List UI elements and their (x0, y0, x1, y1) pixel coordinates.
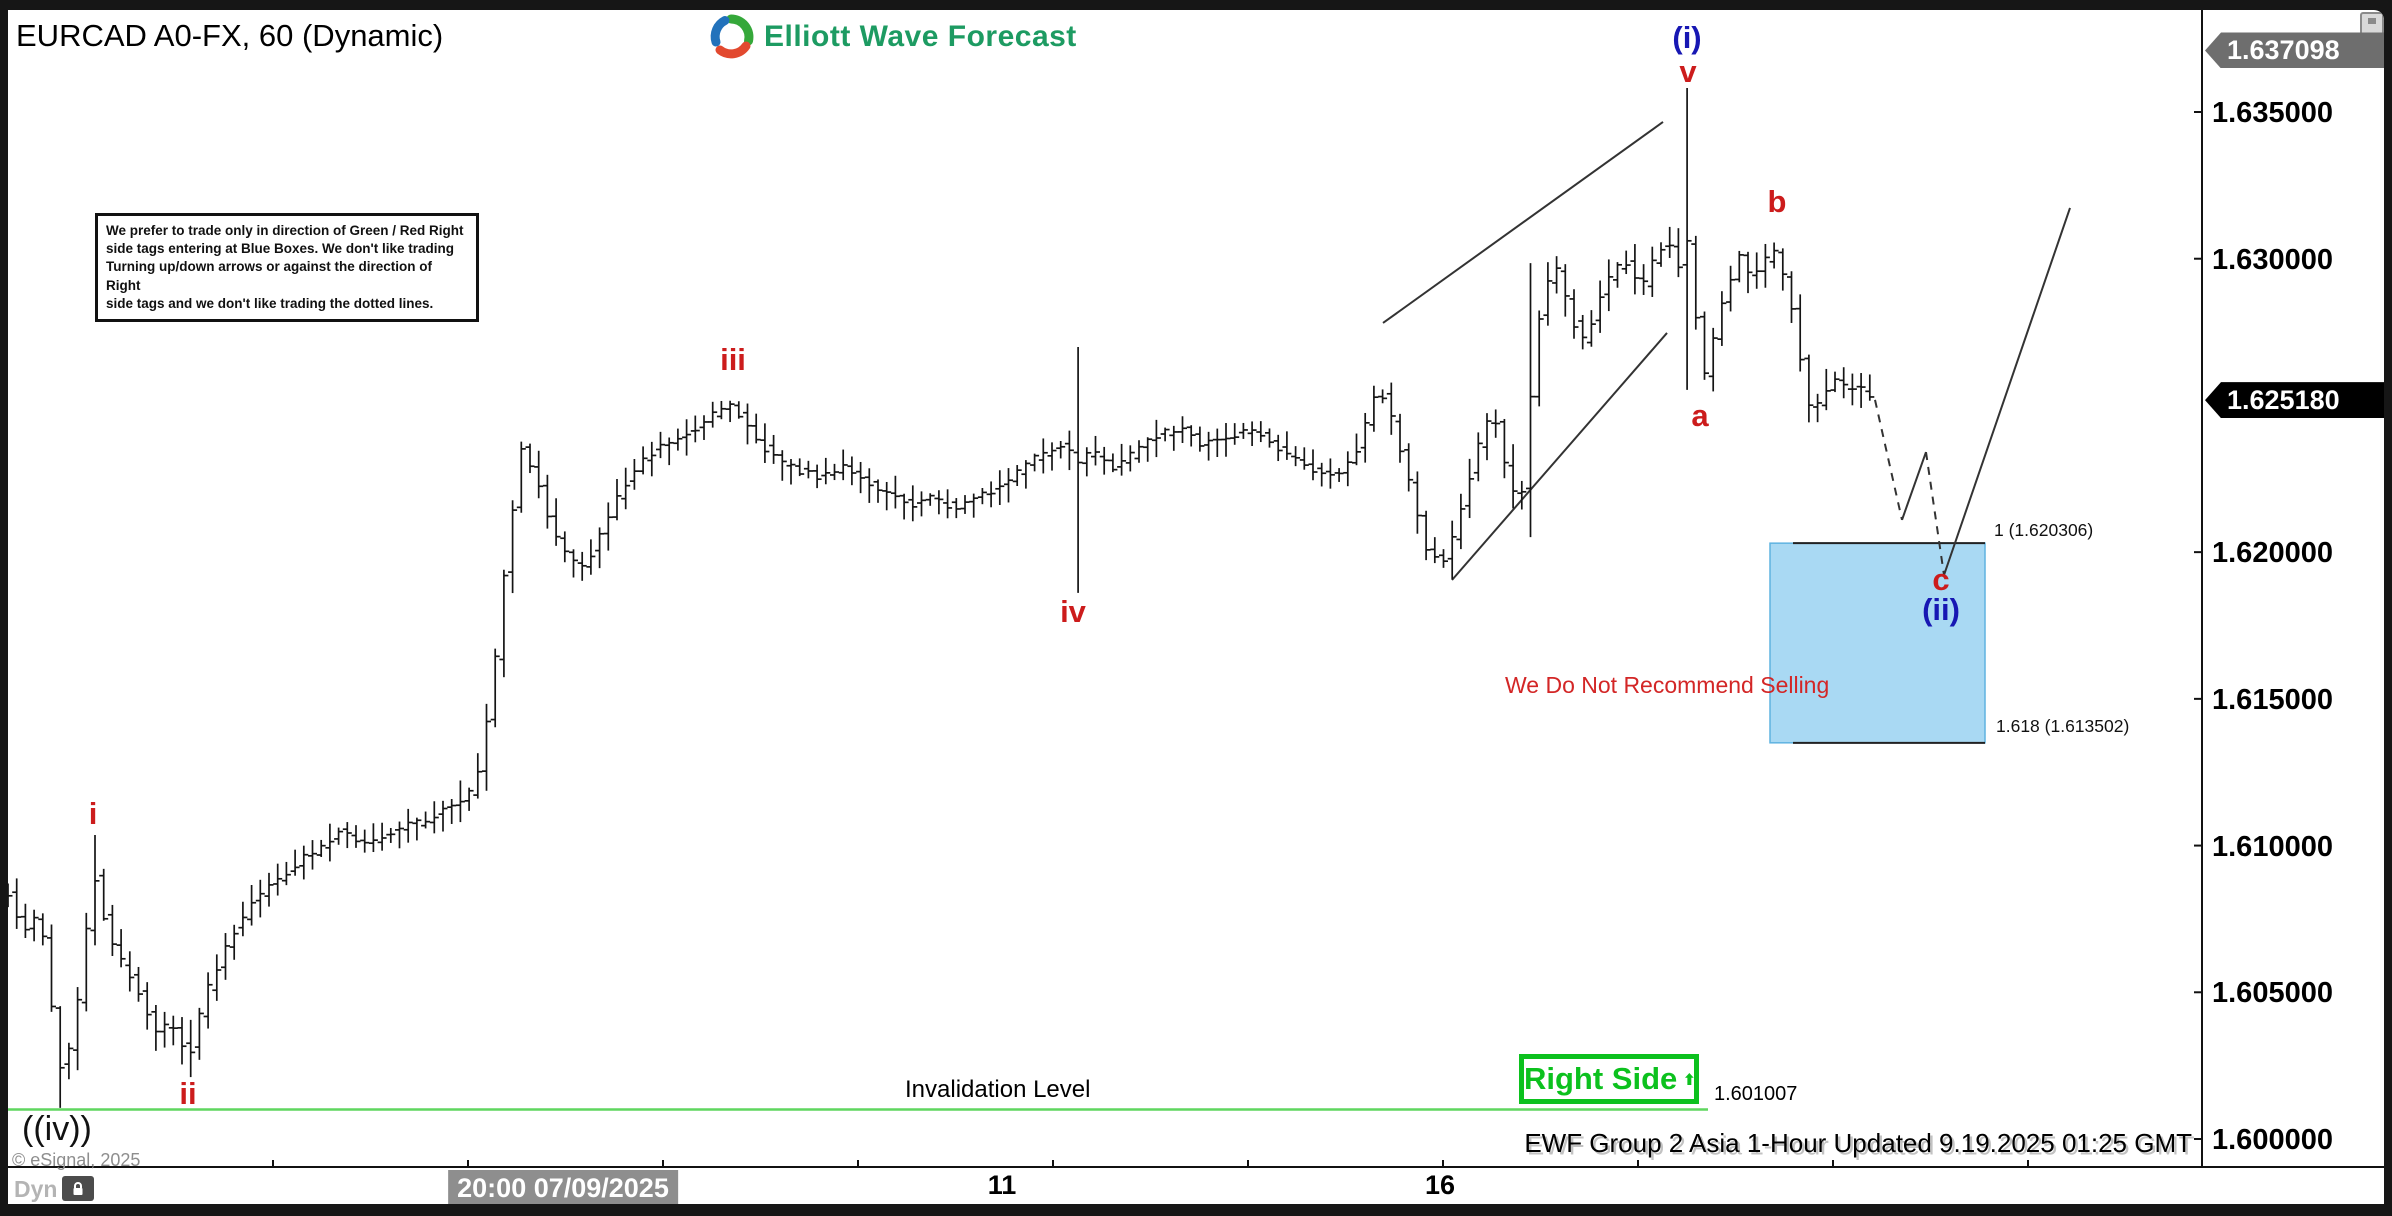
invalidation-level-label: Invalidation Level (905, 1076, 1091, 1103)
y-axis-tick-label: 1.620000 (2212, 537, 2333, 570)
brand-name: Elliott Wave Forecast (764, 20, 1077, 53)
forecast-bounce (1901, 451, 1927, 521)
high-price-tag: 1.637098 (2205, 32, 2384, 69)
y-axis-tick-label: 1.635000 (2212, 97, 2333, 129)
brand-swirl-icon (710, 14, 754, 59)
invalidation-price-label: 1.601007 (1714, 1083, 1798, 1105)
wave-label-i: i (88, 796, 98, 831)
y-axis-tick-label: 1.600000 (2212, 1124, 2333, 1156)
wave-label-ii: ii (179, 1076, 197, 1111)
ohlc-bars (8, 87, 1875, 1108)
x-axis-label: 11 (987, 1170, 1017, 1200)
mode-label: Dyn (14, 1176, 58, 1202)
right-side-label: Right Side (1524, 1061, 1678, 1096)
blue-box-trade-zone (1769, 542, 1986, 744)
channel-lower (1451, 332, 1668, 581)
right-side-badge: Right Side (1519, 1054, 1699, 1104)
forecast-rally (1943, 207, 2071, 576)
fib-level-label: 1 (1.620306) (1994, 520, 2094, 540)
channel-upper (1382, 121, 1664, 324)
x-axis-label: 20:00 07/09/2025 (448, 1170, 678, 1204)
fib-level-label: 1.618 (1.613502) (1996, 716, 2130, 736)
forecast-drop-2 (1925, 451, 1945, 576)
wave-label-v: v (1679, 54, 1697, 89)
wave-label-iv: iv (1060, 594, 1086, 629)
x-axis-label: 16 (1424, 1170, 1456, 1200)
last-price-tag: 1.625180 (2205, 382, 2384, 419)
panel-corner-icon[interactable] (2360, 12, 2384, 36)
wave-label-b: b (1767, 184, 1787, 219)
y-axis-tick-label: 1.610000 (2212, 830, 2333, 863)
brand-logo: Elliott Wave Forecast (708, 14, 1077, 60)
price-chart-canvas (8, 10, 2384, 1168)
wave-label-i: (i) (1672, 20, 1702, 55)
forecast-drop-1 (1874, 399, 1903, 521)
y-axis-tick-label: 1.630000 (2212, 243, 2333, 276)
wave-label-c: c (1932, 562, 1950, 597)
wave-label-a: a (1691, 398, 1709, 433)
degree-label: ((iv)) (22, 1110, 92, 1148)
lock-icon (62, 1176, 94, 1201)
trading-disclaimer-box: We prefer to trade only in direction of … (95, 213, 479, 323)
y-axis-tick-label: 1.605000 (2212, 977, 2333, 1010)
no-sell-warning: We Do Not Recommend Selling (1505, 672, 1830, 698)
provider-credit: © eSignal, 2025 (12, 1150, 141, 1170)
up-arrow-icon (1685, 1073, 1694, 1085)
wave-label-ii: (ii) (1922, 592, 1960, 627)
chart-window: EURCAD A0-FX, 60 (Dynamic) Elliott Wave … (8, 10, 2384, 1204)
update-note: EWF Group 2 Asia 1-Hour Updated 9.19.202… (1524, 1128, 2192, 1158)
chart-title: EURCAD A0-FX, 60 (Dynamic) (16, 18, 444, 53)
y-axis-tick-label: 1.615000 (2212, 683, 2333, 716)
wave-label-iii: iii (720, 342, 746, 377)
